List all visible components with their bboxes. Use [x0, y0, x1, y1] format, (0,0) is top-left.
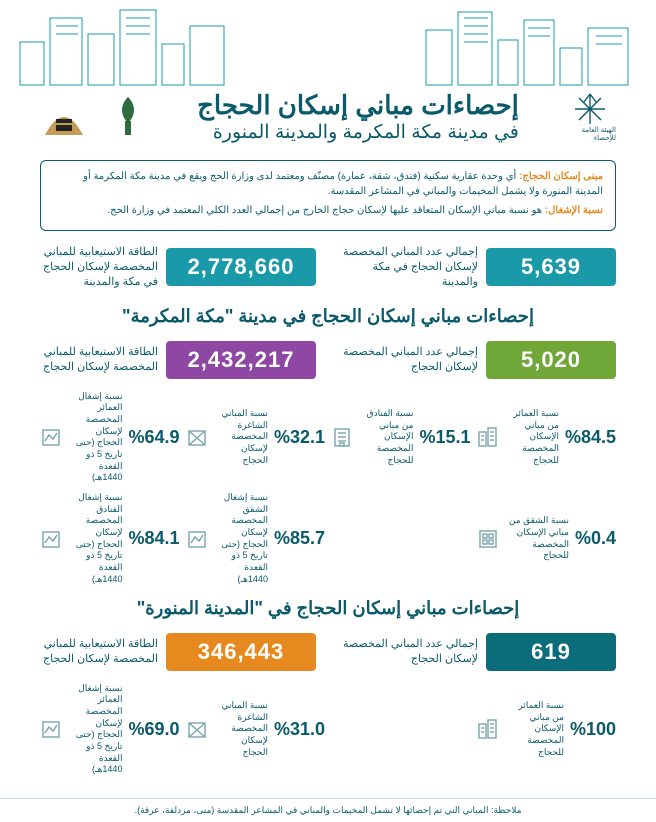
definition-row: نسبة الإشغال: هو نسبة مباني الإسكان المت… [53, 203, 603, 218]
term-text: هو نسبة مباني الإسكان المتعاقد عليها لإس… [107, 205, 542, 216]
stat-value: 5,639 [486, 248, 616, 286]
occ-h-icon [40, 528, 62, 550]
term-label: نسبة الإشغال: [545, 205, 603, 216]
overall-stats-row: 5,639 إجمالي عدد المباني المخصصة لإسكان … [0, 237, 656, 298]
pct-label: نسبة إشغال الشقق المخصصة لإسكان الحجاج (… [214, 492, 268, 586]
stat-badge: 2,778,660 الطاقة الاستيعابية للمباني الم… [40, 245, 316, 290]
stat-value: 5,020 [486, 341, 616, 379]
stat-badge: 619 إجمالي عدد المباني المخصصة لإسكان ال… [340, 633, 616, 671]
header: الهيئة العامة للإحصاء إحصاءات مباني إسكا… [0, 90, 656, 154]
makkah-stats-row: 5,020 إجمالي عدد المباني المخصصة لإسكان … [0, 333, 656, 387]
stat-label: إجمالي عدد المباني المخصصة لإسكان الحجاج… [340, 245, 478, 290]
title-block: إحصاءات مباني إسكان الحجاج في مدينة مكة … [197, 90, 519, 144]
skyline-decoration [0, 0, 656, 90]
pct-item: %32.1 نسبة المباني الشاغرة المخصصة لإسكان… [186, 391, 326, 485]
pct-value: %69.0 [128, 719, 179, 740]
pct-value: %31.0 [274, 719, 325, 740]
pct-label: نسبة الشقق من مباني الإسكان المخصصة للحج… [505, 515, 569, 562]
stat-label: الطاقة الاستيعابية للمباني المخصصة لإسكا… [40, 345, 158, 375]
buildings-icon [477, 718, 499, 740]
section-title-makkah: إحصاءات مباني إسكان الحجاج في مدينة "مكة… [0, 306, 656, 327]
stat-badge: 5,020 إجمالي عدد المباني المخصصة لإسكان … [340, 341, 616, 379]
hotel-icon [331, 426, 353, 448]
stats-authority-label: الهيئة العامة للإحصاء [564, 126, 616, 142]
pct-value: %0.4 [575, 528, 616, 549]
footnote: ملاحظة: المباني التي تم إحصائها لا تشمل … [0, 798, 656, 822]
pct-value: %32.1 [274, 427, 325, 448]
pct-label: نسبة الفنادق من مباني الإسكان المخصصة لل… [359, 408, 413, 466]
pct-value: %64.9 [128, 427, 179, 448]
madinah-stats-row: 619 إجمالي عدد المباني المخصصة لإسكان ال… [0, 625, 656, 679]
vacant-icon [186, 426, 208, 448]
pct-value: %84.5 [565, 427, 616, 448]
pct-label: نسبة العمائر من مباني الإسكان المخصصة لل… [505, 408, 559, 466]
section-title-madinah: إحصاءات مباني إسكان الحجاج في "المدينة ا… [0, 598, 656, 619]
skyline-left-icon [10, 0, 240, 90]
stat-label: إجمالي عدد المباني المخصصة لإسكان الحجاج [340, 345, 478, 375]
makkah-pct-row-1: %84.5 نسبة العمائر من مباني الإسكان المخص… [0, 387, 656, 489]
pct-item: %84.1 نسبة إشغال الفنادق المخصصة لإسكان ا… [40, 492, 180, 586]
pct-item: %85.7 نسبة إشغال الشقق المخصصة لإسكان الح… [186, 492, 326, 586]
infographic-page: الهيئة العامة للإحصاء إحصاءات مباني إسكا… [0, 0, 656, 800]
buildings-icon [477, 426, 499, 448]
vacant-icon [186, 718, 208, 740]
pct-label: نسبة إشغال الفنادق المخصصة لإسكان الحجاج… [68, 492, 122, 586]
pct-label: نسبة إشغال العمائر المخصصة لإسكان الحجاج… [68, 683, 122, 777]
makkah-pct-row-2: %0.4 نسبة الشقق من مباني الإسكان المخصصة … [0, 488, 656, 590]
pct-label: نسبة المباني الشاغرة المخصصة لإسكان الحج… [214, 700, 268, 758]
pct-item: %15.1 نسبة الفنادق من مباني الإسكان المخص… [331, 391, 471, 485]
term-label: مبنى إسكان الحجاج: [519, 171, 603, 182]
pct-item: %64.9 نسبة إشغال العمائر المخصصة لإسكان ا… [40, 391, 180, 485]
pct-label: نسبة المباني الشاغرة المخصصة لإسكان الحج… [214, 408, 268, 466]
stat-badge: 346,443 الطاقة الاستيعابية للمباني المخص… [40, 633, 316, 671]
title-main: إحصاءات مباني إسكان الحجاج [197, 90, 519, 121]
pct-value: %84.1 [128, 528, 179, 549]
emblem-logo [104, 93, 152, 141]
pct-item: %31.0 نسبة المباني الشاغرة المخصصة لإسكان… [186, 683, 326, 777]
pct-value: %15.1 [419, 427, 470, 448]
stat-value: 2,432,217 [166, 341, 316, 379]
apt-icon [477, 528, 499, 550]
stat-value: 619 [486, 633, 616, 671]
pct-label: نسبة العمائر من مباني الإسكان المخصصة لل… [505, 700, 564, 758]
occ-a-icon [186, 528, 208, 550]
pct-value: %100 [570, 719, 616, 740]
pct-item: %84.5 نسبة العمائر من مباني الإسكان المخص… [477, 391, 617, 485]
madinah-pct-row: %100 نسبة العمائر من مباني الإسكان المخصص… [0, 679, 656, 781]
title-sub: في مدينة مكة المكرمة والمدينة المنورة [197, 121, 519, 144]
stat-value: 346,443 [166, 633, 316, 671]
sponsor-logos [40, 93, 152, 141]
stat-label: إجمالي عدد المباني المخصصة لإسكان الحجاج [340, 637, 478, 667]
stat-label: الطاقة الاستيعابية للمباني المخصصة لإسكا… [40, 245, 158, 290]
hajj-ministry-logo [40, 93, 88, 141]
occ-b-icon [40, 426, 62, 448]
occ-b-icon [40, 718, 62, 740]
stat-badge: 2,432,217 الطاقة الاستيعابية للمباني الم… [40, 341, 316, 379]
pct-item: %100 نسبة العمائر من مباني الإسكان المخصص… [477, 683, 617, 777]
skyline-right-icon [416, 0, 646, 90]
definitions-box: مبنى إسكان الحجاج: أي وحدة عقارية سكنية … [40, 160, 616, 231]
pct-item: %0.4 نسبة الشقق من مباني الإسكان المخصصة … [477, 492, 617, 586]
pct-value: %85.7 [274, 528, 325, 549]
definition-row: مبنى إسكان الحجاج: أي وحدة عقارية سكنية … [53, 169, 603, 199]
stat-label: الطاقة الاستيعابية للمباني المخصصة لإسكا… [40, 637, 158, 667]
pct-label: نسبة إشغال العمائر المخصصة لإسكان الحجاج… [68, 391, 122, 485]
stat-badge: 5,639 إجمالي عدد المباني المخصصة لإسكان … [340, 245, 616, 290]
stats-authority-logo: الهيئة العامة للإحصاء [564, 91, 616, 143]
pct-item: %69.0 نسبة إشغال العمائر المخصصة لإسكان ا… [40, 683, 180, 777]
stat-value: 2,778,660 [166, 248, 316, 286]
